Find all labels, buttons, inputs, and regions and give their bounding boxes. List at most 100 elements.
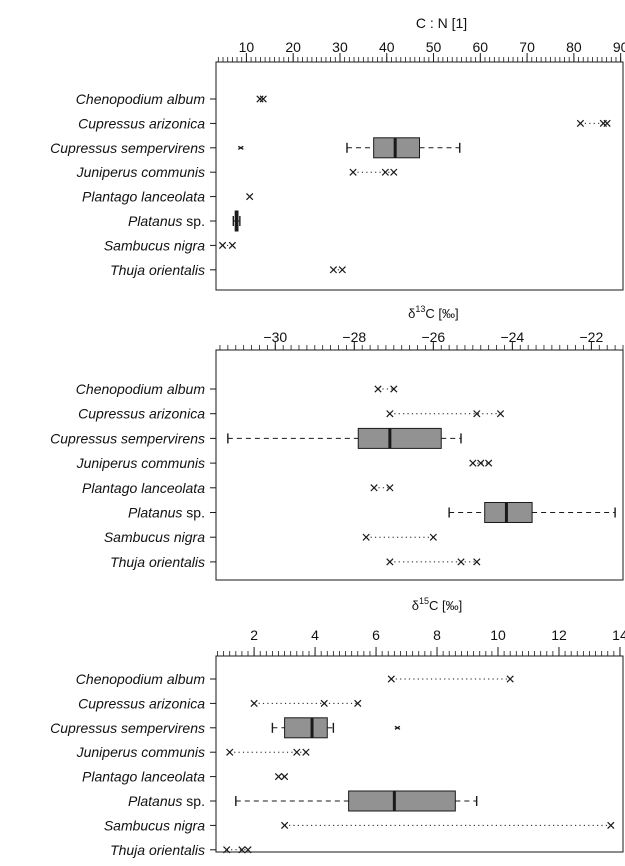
- data-point: [469, 459, 477, 467]
- box: [348, 790, 456, 812]
- panel-frame: [215, 61, 624, 291]
- data-point: [386, 558, 394, 566]
- category-label: Cupressus arizonica: [78, 695, 205, 711]
- data-point: [457, 558, 465, 566]
- tick-label: 60: [473, 39, 489, 55]
- data-point: [280, 772, 289, 781]
- species-name: Cupressus sempervirens: [50, 140, 205, 156]
- category-label: Plantago lanceolata: [82, 769, 205, 785]
- minor-ticks: [217, 57, 622, 62]
- species-name: Cupressus arizonica: [78, 406, 205, 422]
- tick-label: 4: [311, 627, 319, 643]
- data-point: [381, 168, 389, 176]
- data-point: [329, 266, 338, 274]
- minor-ticks: [219, 345, 624, 350]
- species-name: Chenopodium album: [76, 381, 206, 397]
- box-row-3: [271, 717, 401, 739]
- species-name: Thuja orientalis: [110, 262, 205, 278]
- tick-label: 2: [250, 627, 258, 643]
- box-row-4: [349, 168, 398, 176]
- species-suffix: sp.: [182, 793, 205, 809]
- axis-title-tail: C [‰]: [425, 306, 458, 321]
- data-point: [302, 748, 310, 756]
- tick-label: 8: [433, 627, 441, 643]
- axis-title-delta: δ: [412, 598, 419, 613]
- category-label: Sambucus nigra: [104, 237, 205, 253]
- data-point: [485, 459, 493, 467]
- box: [357, 427, 442, 449]
- species-name: Juniperus communis: [76, 744, 205, 760]
- data-point: [244, 846, 252, 854]
- axis-title: δ15C [‰]: [412, 596, 463, 613]
- data-point: [223, 846, 231, 854]
- data-point: [603, 119, 611, 128]
- box: [284, 717, 328, 739]
- panel-2: δ13C [‰] −30 −28 −26 −24 −22 Chenopodium album…: [50, 304, 624, 581]
- species-suffix: sp.: [182, 505, 205, 521]
- tick-label: 10: [490, 627, 506, 643]
- axis-title: C : N [1]: [416, 15, 467, 31]
- data-point: [274, 772, 283, 781]
- axis-title: δ13C [‰]: [408, 304, 459, 321]
- data-point: [386, 410, 394, 418]
- box: [484, 502, 533, 523]
- data-point: [256, 95, 264, 103]
- tick-label: 10: [239, 39, 255, 55]
- data-point: [390, 385, 398, 393]
- category-label: Cupressus arizonica: [78, 406, 205, 422]
- box-row-5: [246, 192, 254, 201]
- species-name: Cupressus sempervirens: [50, 720, 205, 736]
- tick-label: 80: [566, 39, 582, 55]
- box-row-1: [374, 385, 398, 393]
- axis-title-delta: δ: [408, 306, 415, 321]
- species-name: Juniperus communis: [76, 455, 205, 471]
- data-point: [238, 846, 246, 854]
- minor-ticks: [217, 651, 621, 656]
- data-point: [259, 95, 267, 103]
- axis-title-tail: C [‰]: [429, 598, 462, 613]
- category-label: Platanus sp.: [128, 793, 205, 809]
- tick-label: 20: [285, 39, 301, 55]
- data-point: [374, 385, 382, 393]
- data-point: [576, 119, 585, 128]
- box-row-6: [232, 210, 241, 232]
- tick-label: −26: [421, 329, 445, 345]
- data-point: [280, 821, 289, 830]
- tick-label: 70: [519, 39, 535, 55]
- data-point: [390, 168, 398, 176]
- tick-label: −24: [500, 329, 524, 345]
- tick-label: 6: [372, 627, 380, 643]
- box-row-6: [448, 502, 616, 523]
- axis-title-superscript: 13: [415, 304, 425, 314]
- data-point: [362, 533, 370, 541]
- tick-label: 90: [613, 39, 625, 55]
- data-point: [496, 410, 505, 418]
- category-label: Chenopodium album: [76, 381, 206, 397]
- category-label: Thuja orientalis: [110, 554, 205, 570]
- tick-label: 12: [551, 627, 567, 643]
- data-point: [338, 266, 346, 274]
- data-point: [477, 459, 485, 467]
- box-row-1: [387, 675, 514, 683]
- box-row-2: [250, 699, 362, 708]
- outlier: [394, 725, 401, 730]
- data-point: [218, 241, 227, 250]
- box-row-7: [280, 821, 615, 830]
- species-name: Plantago lanceolata: [82, 480, 205, 496]
- box-row-8: [386, 558, 481, 566]
- category-label: Juniperus communis: [76, 744, 205, 760]
- category-label: Sambucus nigra: [104, 529, 205, 545]
- tick-label: −22: [580, 329, 604, 345]
- species-name: Platanus: [128, 213, 182, 229]
- data-point: [506, 675, 514, 683]
- data-point: [387, 675, 395, 683]
- data-point: [228, 241, 236, 250]
- data-point: [349, 168, 357, 176]
- data-point: [370, 484, 378, 492]
- species-name: Cupressus arizonica: [78, 115, 205, 131]
- species-name: Sambucus nigra: [104, 237, 205, 253]
- box-row-4: [226, 748, 310, 756]
- panel-1: C : N [1] 10 20 30 40 50 60 70 80 90 Chenopodium a…: [50, 15, 625, 291]
- data-point: [250, 699, 258, 708]
